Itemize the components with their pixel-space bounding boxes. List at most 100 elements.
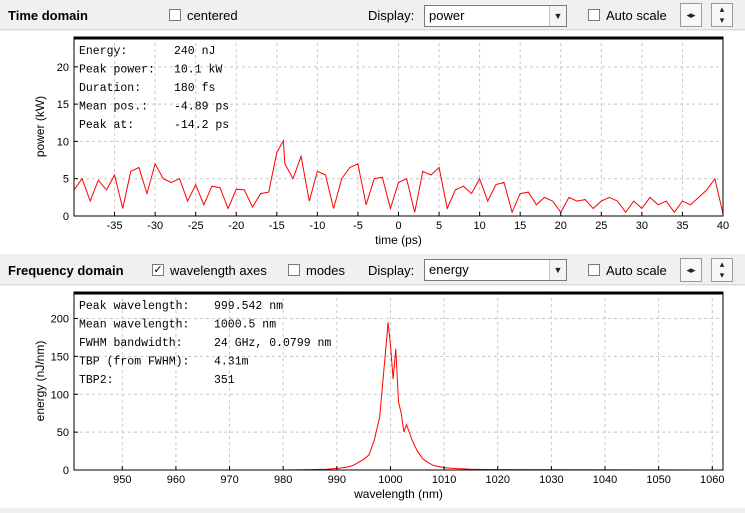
x-tick-label: -25 bbox=[188, 220, 204, 232]
frequency-domain-chart[interactable]: 950 960 970 980 990 1000 1010 1020 1030 1040 1050 1… bbox=[0, 286, 745, 508]
freq-info-value: 999.542 nm bbox=[214, 300, 283, 313]
freq-info-value: 4.31m bbox=[214, 356, 249, 369]
x-tick-label: -10 bbox=[309, 220, 325, 232]
horizontal-arrows-icon: ◂▸ bbox=[686, 265, 696, 275]
time-info-value: 240 nJ bbox=[174, 45, 215, 58]
y-tick-label: 0 bbox=[63, 465, 69, 477]
frequency-domain-toolbar: Frequency domain ✓ wavelength axes modes… bbox=[0, 255, 745, 285]
y-tick-label: 20 bbox=[57, 62, 69, 74]
x-tick-label: -20 bbox=[228, 220, 244, 232]
freq-info-key: FWHM bandwidth: bbox=[79, 337, 183, 350]
checkmark-icon: ✓ bbox=[153, 264, 163, 276]
x-tick-label: 1050 bbox=[646, 474, 670, 486]
y-tick-label: 100 bbox=[51, 389, 69, 401]
x-tick-label: 1060 bbox=[700, 474, 724, 486]
x-tick-label: 1000 bbox=[378, 474, 402, 486]
centered-label: centered bbox=[187, 8, 238, 23]
x-tick-label: 990 bbox=[328, 474, 346, 486]
freq-display-value: energy bbox=[429, 262, 469, 277]
x-tick-label: -30 bbox=[147, 220, 163, 232]
time-info-value: 180 fs bbox=[174, 82, 215, 95]
x-tick-label: 40 bbox=[717, 220, 729, 232]
y-tick-label: 200 bbox=[51, 314, 69, 326]
y-tick-label: 10 bbox=[57, 136, 69, 148]
frequency-domain-plot-panel: 950 960 970 980 990 1000 1010 1020 1030 1040 1050 1… bbox=[0, 286, 745, 508]
x-tick-label: -35 bbox=[107, 220, 123, 232]
freq-horizontal-zoom-spinner[interactable]: ◂▸ bbox=[680, 258, 702, 282]
x-tick-label: 1040 bbox=[593, 474, 617, 486]
x-tick-label: 1010 bbox=[432, 474, 456, 486]
y-tick-label: 15 bbox=[57, 99, 69, 111]
time-info-key: Energy: bbox=[79, 45, 127, 58]
freq-info-key: TBP2: bbox=[79, 374, 114, 387]
x-tick-label: 10 bbox=[474, 220, 486, 232]
x-axis-label: wavelength (nm) bbox=[353, 487, 443, 501]
time-domain-toolbar: Time domain centered Display: power ▼ Au… bbox=[0, 0, 745, 30]
modes-checkbox[interactable] bbox=[288, 264, 300, 276]
vertical-arrows-icon: ▴ ▾ bbox=[719, 259, 725, 280]
freq-info-value: 1000.5 nm bbox=[214, 319, 276, 332]
x-axis-label: time (ps) bbox=[375, 233, 422, 247]
time-info-value: -4.89 ps bbox=[174, 101, 229, 114]
x-tick-label: 20 bbox=[555, 220, 567, 232]
wavelength-axes-label: wavelength axes bbox=[170, 263, 267, 278]
x-tick-label: 980 bbox=[274, 474, 292, 486]
data-series-line bbox=[73, 138, 724, 214]
time-horizontal-zoom-spinner[interactable]: ◂▸ bbox=[680, 3, 702, 27]
time-autoscale-checkbox[interactable] bbox=[588, 9, 600, 21]
time-info-value: 10.1 kW bbox=[174, 64, 222, 77]
freq-info-key: Mean wavelength: bbox=[79, 319, 189, 332]
freq-info-key: TBP (from FWHM): bbox=[79, 356, 189, 369]
y-axis-label: energy (nJ/nm) bbox=[33, 341, 47, 422]
y-axis-label: power (kW) bbox=[33, 96, 47, 157]
y-tick-label: 5 bbox=[63, 174, 69, 186]
time-display-select[interactable]: power ▼ bbox=[424, 5, 567, 27]
time-info-value: -14.2 ps bbox=[174, 119, 229, 132]
time-domain-plot-panel: -35 -30 -25 -20 -15 -10 -5 0 5 10 15 20 25 30 35 40 0 5 10… bbox=[0, 31, 745, 254]
vertical-arrows-icon: ▴ ▾ bbox=[719, 4, 725, 25]
freq-info-value: 351 bbox=[214, 374, 235, 387]
time-info-key: Mean pos.: bbox=[79, 101, 148, 114]
time-domain-chart[interactable]: -35 -30 -25 -20 -15 -10 -5 0 5 10 15 20 25 30 35 40 0 5 10… bbox=[0, 31, 745, 254]
y-tick-label: 0 bbox=[63, 211, 69, 223]
freq-info-value: 24 GHz, 0.0799 nm bbox=[214, 337, 331, 350]
freq-autoscale-label: Auto scale bbox=[606, 263, 667, 278]
time-info-key: Peak power: bbox=[79, 64, 155, 77]
x-tick-label: 970 bbox=[220, 474, 238, 486]
x-tick-label: 1030 bbox=[539, 474, 563, 486]
x-tick-label: 950 bbox=[113, 474, 131, 486]
centered-checkbox[interactable] bbox=[169, 9, 181, 21]
freq-info-key: Peak wavelength: bbox=[79, 300, 189, 313]
x-tick-label: 30 bbox=[636, 220, 648, 232]
y-tick-label: 50 bbox=[57, 427, 69, 439]
time-info-key: Duration: bbox=[79, 82, 141, 95]
frequency-domain-title: Frequency domain bbox=[8, 263, 124, 278]
x-tick-label: 1020 bbox=[485, 474, 509, 486]
x-tick-label: 960 bbox=[167, 474, 185, 486]
time-vertical-zoom-spinner[interactable]: ▴ ▾ bbox=[711, 3, 733, 27]
wavelength-axes-checkbox[interactable]: ✓ bbox=[152, 264, 164, 276]
data-series-line bbox=[74, 322, 724, 471]
horizontal-arrows-icon: ◂▸ bbox=[686, 10, 696, 20]
chevron-down-icon: ▼ bbox=[549, 260, 566, 280]
x-tick-label: 15 bbox=[514, 220, 526, 232]
x-tick-label: 35 bbox=[676, 220, 688, 232]
freq-display-label: Display: bbox=[368, 263, 415, 278]
freq-display-select[interactable]: energy ▼ bbox=[424, 259, 567, 281]
time-display-label: Display: bbox=[368, 8, 415, 23]
x-tick-label: 25 bbox=[595, 220, 607, 232]
x-tick-label: -5 bbox=[353, 220, 363, 232]
plot-area bbox=[74, 292, 723, 470]
time-info-key: Peak at: bbox=[79, 119, 134, 132]
freq-vertical-zoom-spinner[interactable]: ▴ ▾ bbox=[711, 258, 733, 282]
x-tick-label: 0 bbox=[395, 220, 401, 232]
modes-label: modes bbox=[306, 263, 346, 278]
chevron-down-icon: ▼ bbox=[549, 6, 566, 26]
x-tick-label: 5 bbox=[436, 220, 442, 232]
time-domain-title: Time domain bbox=[8, 8, 88, 23]
freq-autoscale-checkbox[interactable] bbox=[588, 264, 600, 276]
x-tick-label: -15 bbox=[269, 220, 285, 232]
y-tick-label: 150 bbox=[51, 351, 69, 363]
time-autoscale-label: Auto scale bbox=[606, 8, 667, 23]
time-display-value: power bbox=[429, 8, 465, 23]
